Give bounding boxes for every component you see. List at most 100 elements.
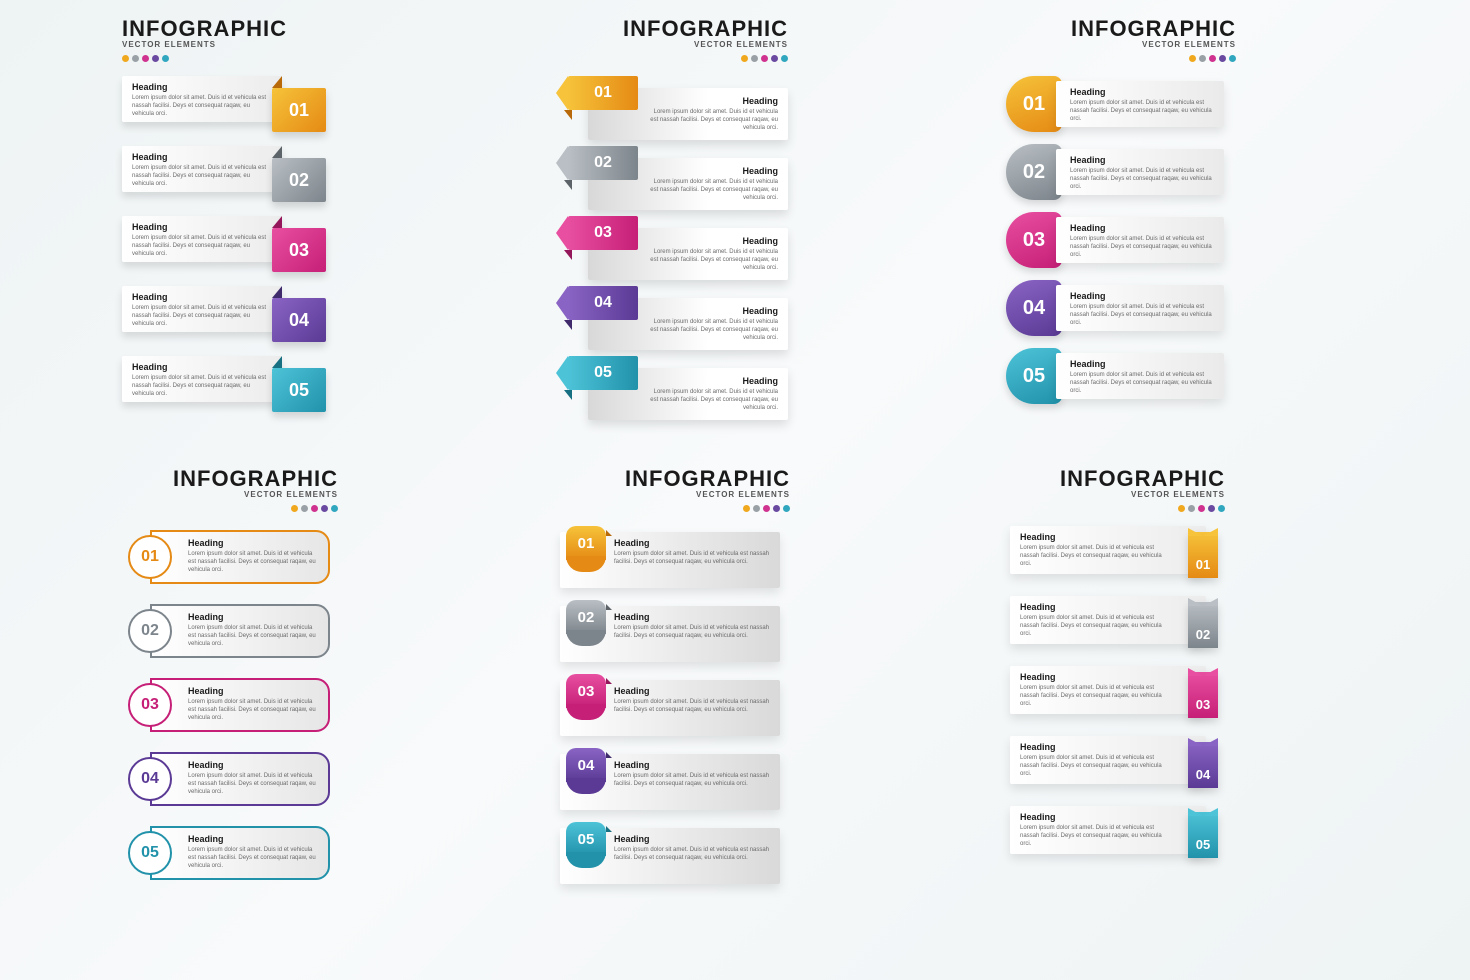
number-badge: 02 bbox=[1006, 144, 1062, 200]
color-dot bbox=[301, 505, 308, 512]
number-badge: 02 bbox=[128, 609, 172, 653]
number-badge: 05 bbox=[1006, 348, 1062, 404]
item-list: Heading Lorem ipsum dolor sit amet. Duis … bbox=[1010, 526, 1270, 864]
item-card: Heading Lorem ipsum dolor sit amet. Duis … bbox=[1010, 666, 1206, 714]
item-body: Lorem ipsum dolor sit amet. Duis id et v… bbox=[648, 248, 778, 272]
item-body: Lorem ipsum dolor sit amet. Duis id et v… bbox=[132, 374, 272, 398]
item-body: Lorem ipsum dolor sit amet. Duis id et v… bbox=[614, 698, 770, 714]
number-badge: 03 bbox=[128, 683, 172, 727]
item-heading: Heading bbox=[742, 376, 778, 386]
item-body: Lorem ipsum dolor sit amet. Duis id et v… bbox=[648, 178, 778, 202]
item-list: HeadingLorem ipsum dolor sit amet. Duis … bbox=[128, 526, 388, 884]
item-heading: Heading bbox=[742, 306, 778, 316]
list-item: HeadingLorem ipsum dolor sit amet. Duis … bbox=[122, 286, 382, 344]
item-body: Lorem ipsum dolor sit amet. Duis id et v… bbox=[132, 234, 272, 258]
list-item: HeadingLorem ipsum dolor sit amet. Duis … bbox=[1010, 526, 1270, 584]
item-card: HeadingLorem ipsum dolor sit amet. Duis … bbox=[150, 678, 330, 732]
item-body: Lorem ipsum dolor sit amet. Duis id et v… bbox=[648, 388, 778, 412]
number-badge: 01 bbox=[272, 88, 326, 132]
color-dot bbox=[311, 505, 318, 512]
color-dot bbox=[761, 55, 768, 62]
number-badge: 05 bbox=[1188, 812, 1218, 858]
item-body: Lorem ipsum dolor sit amet. Duis id et v… bbox=[1070, 371, 1216, 395]
list-item: HeadingLorem ipsum dolor sit amet. Duis … bbox=[122, 76, 382, 134]
color-dot bbox=[751, 55, 758, 62]
item-card: Heading Lorem ipsum dolor sit amet. Duis … bbox=[1056, 217, 1224, 263]
number-badge: 04 bbox=[1188, 742, 1218, 788]
color-dot bbox=[142, 55, 149, 62]
item-body: Lorem ipsum dolor sit amet. Duis id et v… bbox=[132, 94, 272, 118]
item-card: HeadingLorem ipsum dolor sit amet. Duis … bbox=[1010, 526, 1206, 574]
panel-header: INFOGRAPHIC VECTOR ELEMENTS bbox=[122, 16, 382, 62]
number-badge: 02 bbox=[566, 600, 606, 634]
item-card: HeadingLorem ipsum dolor sit amet. Duis … bbox=[1056, 149, 1224, 195]
list-item: HeadingLorem ipsum dolor sit amet. Duis … bbox=[128, 526, 388, 588]
color-dot bbox=[162, 55, 169, 62]
item-card: HeadingLorem ipsum dolor sit amet. Duis … bbox=[122, 286, 282, 332]
panel-c: INFOGRAPHIC VECTOR ELEMENTS 01 HeadingLo… bbox=[1006, 16, 1266, 404]
dot-row bbox=[1010, 505, 1225, 512]
list-item: HeadingLorem ipsum dolor sit amet. Duis … bbox=[560, 748, 820, 810]
item-body: Lorem ipsum dolor sit amet. Duis id et v… bbox=[648, 318, 778, 342]
color-dot bbox=[1189, 55, 1196, 62]
panel-a: INFOGRAPHIC VECTOR ELEMENTS Heading Lorem… bbox=[122, 16, 382, 414]
item-heading: Heading bbox=[188, 686, 318, 696]
item-heading: Heading bbox=[1070, 223, 1216, 233]
item-heading: Heading bbox=[188, 612, 318, 622]
item-list: Heading Lorem ipsum dolor sit amet. Duis … bbox=[122, 76, 382, 414]
number-badge: 04 bbox=[272, 298, 326, 342]
item-body: Lorem ipsum dolor sit amet. Duis id et v… bbox=[614, 624, 770, 640]
item-card: Heading Lorem ipsum dolor sit amet. Duis … bbox=[122, 146, 282, 192]
item-card: HeadingLorem ipsum dolor sit amet. Duis … bbox=[1010, 736, 1206, 784]
item-heading: Heading bbox=[1020, 532, 1172, 542]
item-body: Lorem ipsum dolor sit amet. Duis id et v… bbox=[1070, 99, 1216, 123]
item-heading: Heading bbox=[1020, 742, 1172, 752]
list-item: HeadingLorem ipsum dolor sit amet. Duis … bbox=[560, 674, 820, 736]
item-heading: Heading bbox=[188, 760, 318, 770]
list-item: HeadingLorem ipsum dolor sit amet. Duis … bbox=[128, 674, 388, 736]
panel-header: INFOGRAPHIC VECTOR ELEMENTS bbox=[568, 16, 828, 62]
number-badge: 05 bbox=[568, 356, 638, 390]
item-card: HeadingLorem ipsum dolor sit amet. Duis … bbox=[150, 604, 330, 658]
item-heading: Heading bbox=[1070, 359, 1216, 369]
number-badge: 01 bbox=[566, 526, 606, 560]
color-dot bbox=[1188, 505, 1195, 512]
color-dot bbox=[1209, 55, 1216, 62]
number-badge: 03 bbox=[566, 674, 606, 708]
item-card: Heading Lorem ipsum dolor sit amet. Duis … bbox=[1056, 285, 1224, 331]
color-dot bbox=[291, 505, 298, 512]
color-dot bbox=[1178, 505, 1185, 512]
color-dot bbox=[741, 55, 748, 62]
number-badge: 04 bbox=[1006, 280, 1062, 336]
item-heading: Heading bbox=[188, 538, 318, 548]
color-dot bbox=[773, 505, 780, 512]
list-item: Heading Lorem ipsum dolor sit amet. Duis … bbox=[122, 216, 382, 274]
item-body: Lorem ipsum dolor sit amet. Duis id et v… bbox=[132, 164, 272, 188]
item-heading: Heading bbox=[1070, 291, 1216, 301]
item-body: Lorem ipsum dolor sit amet. Duis id et v… bbox=[648, 108, 778, 132]
panel-e: INFOGRAPHIC VECTOR ELEMENTS HeadingLorem… bbox=[560, 466, 820, 884]
item-heading: Heading bbox=[1020, 672, 1172, 682]
item-body: Lorem ipsum dolor sit amet. Duis id et v… bbox=[1070, 235, 1216, 259]
color-dot bbox=[1229, 55, 1236, 62]
item-body: Lorem ipsum dolor sit amet. Duis id et v… bbox=[1020, 684, 1172, 708]
item-body: Lorem ipsum dolor sit amet. Duis id et v… bbox=[1070, 303, 1216, 327]
item-heading: Heading bbox=[132, 222, 272, 232]
item-card: HeadingLorem ipsum dolor sit amet. Duis … bbox=[122, 356, 282, 402]
dot-row bbox=[122, 55, 382, 62]
panel-header: INFOGRAPHIC VECTOR ELEMENTS bbox=[1006, 16, 1266, 62]
list-item: HeadingLorem ipsum dolor sit amet. Duis … bbox=[122, 356, 382, 414]
item-heading: Heading bbox=[132, 152, 272, 162]
dot-row bbox=[128, 505, 338, 512]
color-dot bbox=[1199, 55, 1206, 62]
list-item: HeadingLorem ipsum dolor sit amet. Duis … bbox=[560, 526, 820, 588]
panel-f: INFOGRAPHIC VECTOR ELEMENTS HeadingLorem… bbox=[1010, 466, 1270, 864]
number-badge: 02 bbox=[272, 158, 326, 202]
item-list: HeadingLorem ipsum dolor sit amet. Duis … bbox=[560, 526, 820, 884]
list-item: 02 HeadingLorem ipsum dolor sit amet. Du… bbox=[1006, 144, 1266, 200]
item-body: Lorem ipsum dolor sit amet. Duis id et v… bbox=[614, 772, 770, 788]
number-badge: 01 bbox=[568, 76, 638, 110]
color-dot bbox=[1198, 505, 1205, 512]
color-dot bbox=[771, 55, 778, 62]
dot-row bbox=[568, 55, 788, 62]
